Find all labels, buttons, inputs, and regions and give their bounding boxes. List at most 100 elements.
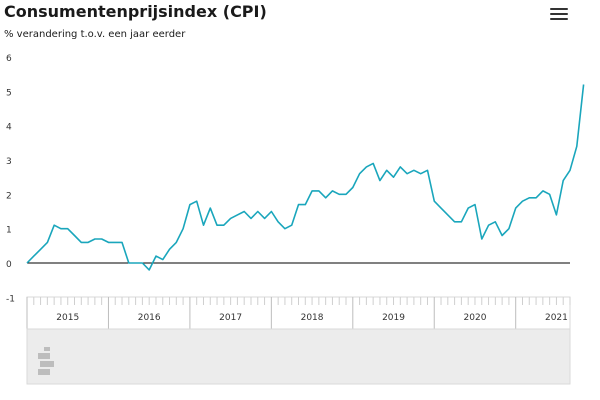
data-point: [113, 240, 118, 245]
data-point: [506, 226, 511, 231]
data-point: [398, 164, 403, 169]
data-point: [160, 257, 165, 262]
data-point: [249, 216, 254, 221]
data-point: [154, 254, 159, 259]
data-point: [79, 240, 84, 245]
data-point: [364, 164, 369, 169]
data-point: [296, 202, 301, 207]
data-point: [459, 219, 464, 224]
data-point: [72, 233, 77, 238]
data-point: [194, 199, 199, 204]
data-point: [52, 223, 57, 228]
data-point: [147, 267, 152, 272]
data-point: [92, 237, 97, 242]
data-point: [520, 199, 525, 204]
cbs-logo-icon: [38, 347, 54, 375]
y-tick-label: 1: [6, 226, 12, 236]
data-point: [65, 226, 70, 231]
data-point: [221, 223, 226, 228]
x-tick-label: 2020: [464, 313, 487, 323]
data-point: [289, 223, 294, 228]
y-tick-label: 0: [6, 260, 12, 270]
data-point: [215, 223, 220, 228]
data-point: [126, 261, 131, 266]
data-point: [31, 254, 36, 259]
data-point: [418, 171, 423, 176]
data-point: [99, 237, 104, 242]
data-point: [479, 237, 484, 242]
data-point: [310, 188, 315, 193]
x-tick-label: 2018: [301, 313, 324, 323]
data-point: [174, 240, 179, 245]
data-point: [38, 247, 43, 252]
logo-shape: [38, 353, 50, 359]
data-point: [371, 161, 376, 166]
data-point: [45, 240, 50, 245]
data-point: [255, 209, 260, 214]
menu-bar: [550, 8, 568, 10]
menu-bar: [550, 18, 568, 20]
x-tick-label: 2017: [219, 313, 242, 323]
data-point: [445, 212, 450, 217]
y-tick-label: 2: [6, 191, 12, 201]
data-point: [513, 206, 518, 211]
data-point: [120, 240, 125, 245]
data-point: [473, 202, 478, 207]
data-point: [527, 195, 532, 200]
data-point: [377, 178, 382, 183]
data-point: [466, 206, 471, 211]
data-point: [554, 212, 559, 217]
logo-shape: [44, 347, 50, 351]
data-point: [500, 233, 505, 238]
data-point: [133, 261, 138, 266]
data-point: [282, 226, 287, 231]
data-point: [303, 202, 308, 207]
data-point: [330, 188, 335, 193]
data-point: [534, 195, 539, 200]
data-point: [391, 175, 396, 180]
hamburger-menu-icon[interactable]: [550, 8, 568, 22]
data-point: [432, 199, 437, 204]
data-point: [242, 209, 247, 214]
data-point: [547, 192, 552, 197]
data-point: [140, 261, 145, 266]
data-point: [106, 240, 111, 245]
data-point: [25, 261, 30, 266]
data-point: [187, 202, 192, 207]
chart-subtitle: % verandering t.o.v. een jaar eerder: [4, 29, 186, 40]
y-tick-label: 3: [6, 157, 12, 167]
data-point: [181, 226, 186, 231]
data-point: [337, 192, 342, 197]
data-point: [439, 206, 444, 211]
data-point: [411, 168, 416, 173]
chart-title: Consumentenprijsindex (CPI): [4, 2, 267, 21]
footer-panel: [26, 328, 571, 385]
data-point: [276, 219, 281, 224]
data-point: [581, 82, 586, 87]
data-point: [493, 219, 498, 224]
y-tick-label: 4: [6, 123, 12, 133]
data-point: [235, 212, 240, 217]
data-point: [568, 168, 573, 173]
data-point: [208, 206, 213, 211]
data-point: [316, 188, 321, 193]
data-point: [262, 216, 267, 221]
data-point: [167, 247, 172, 252]
y-tick-label: 5: [6, 88, 12, 98]
data-point: [540, 188, 545, 193]
data-point: [357, 171, 362, 176]
logo-shape: [40, 361, 54, 367]
data-point: [228, 216, 233, 221]
data-point: [269, 209, 274, 214]
x-tick-label: 2015: [56, 313, 79, 323]
data-point: [384, 168, 389, 173]
x-tick-label: 2021: [545, 313, 568, 323]
data-point: [425, 168, 430, 173]
series-line: [26, 84, 585, 271]
x-tick-label: 2016: [138, 313, 161, 323]
x-tick-label: 2019: [382, 313, 405, 323]
data-point: [574, 144, 579, 149]
logo-shape: [38, 369, 50, 375]
data-point: [486, 223, 491, 228]
